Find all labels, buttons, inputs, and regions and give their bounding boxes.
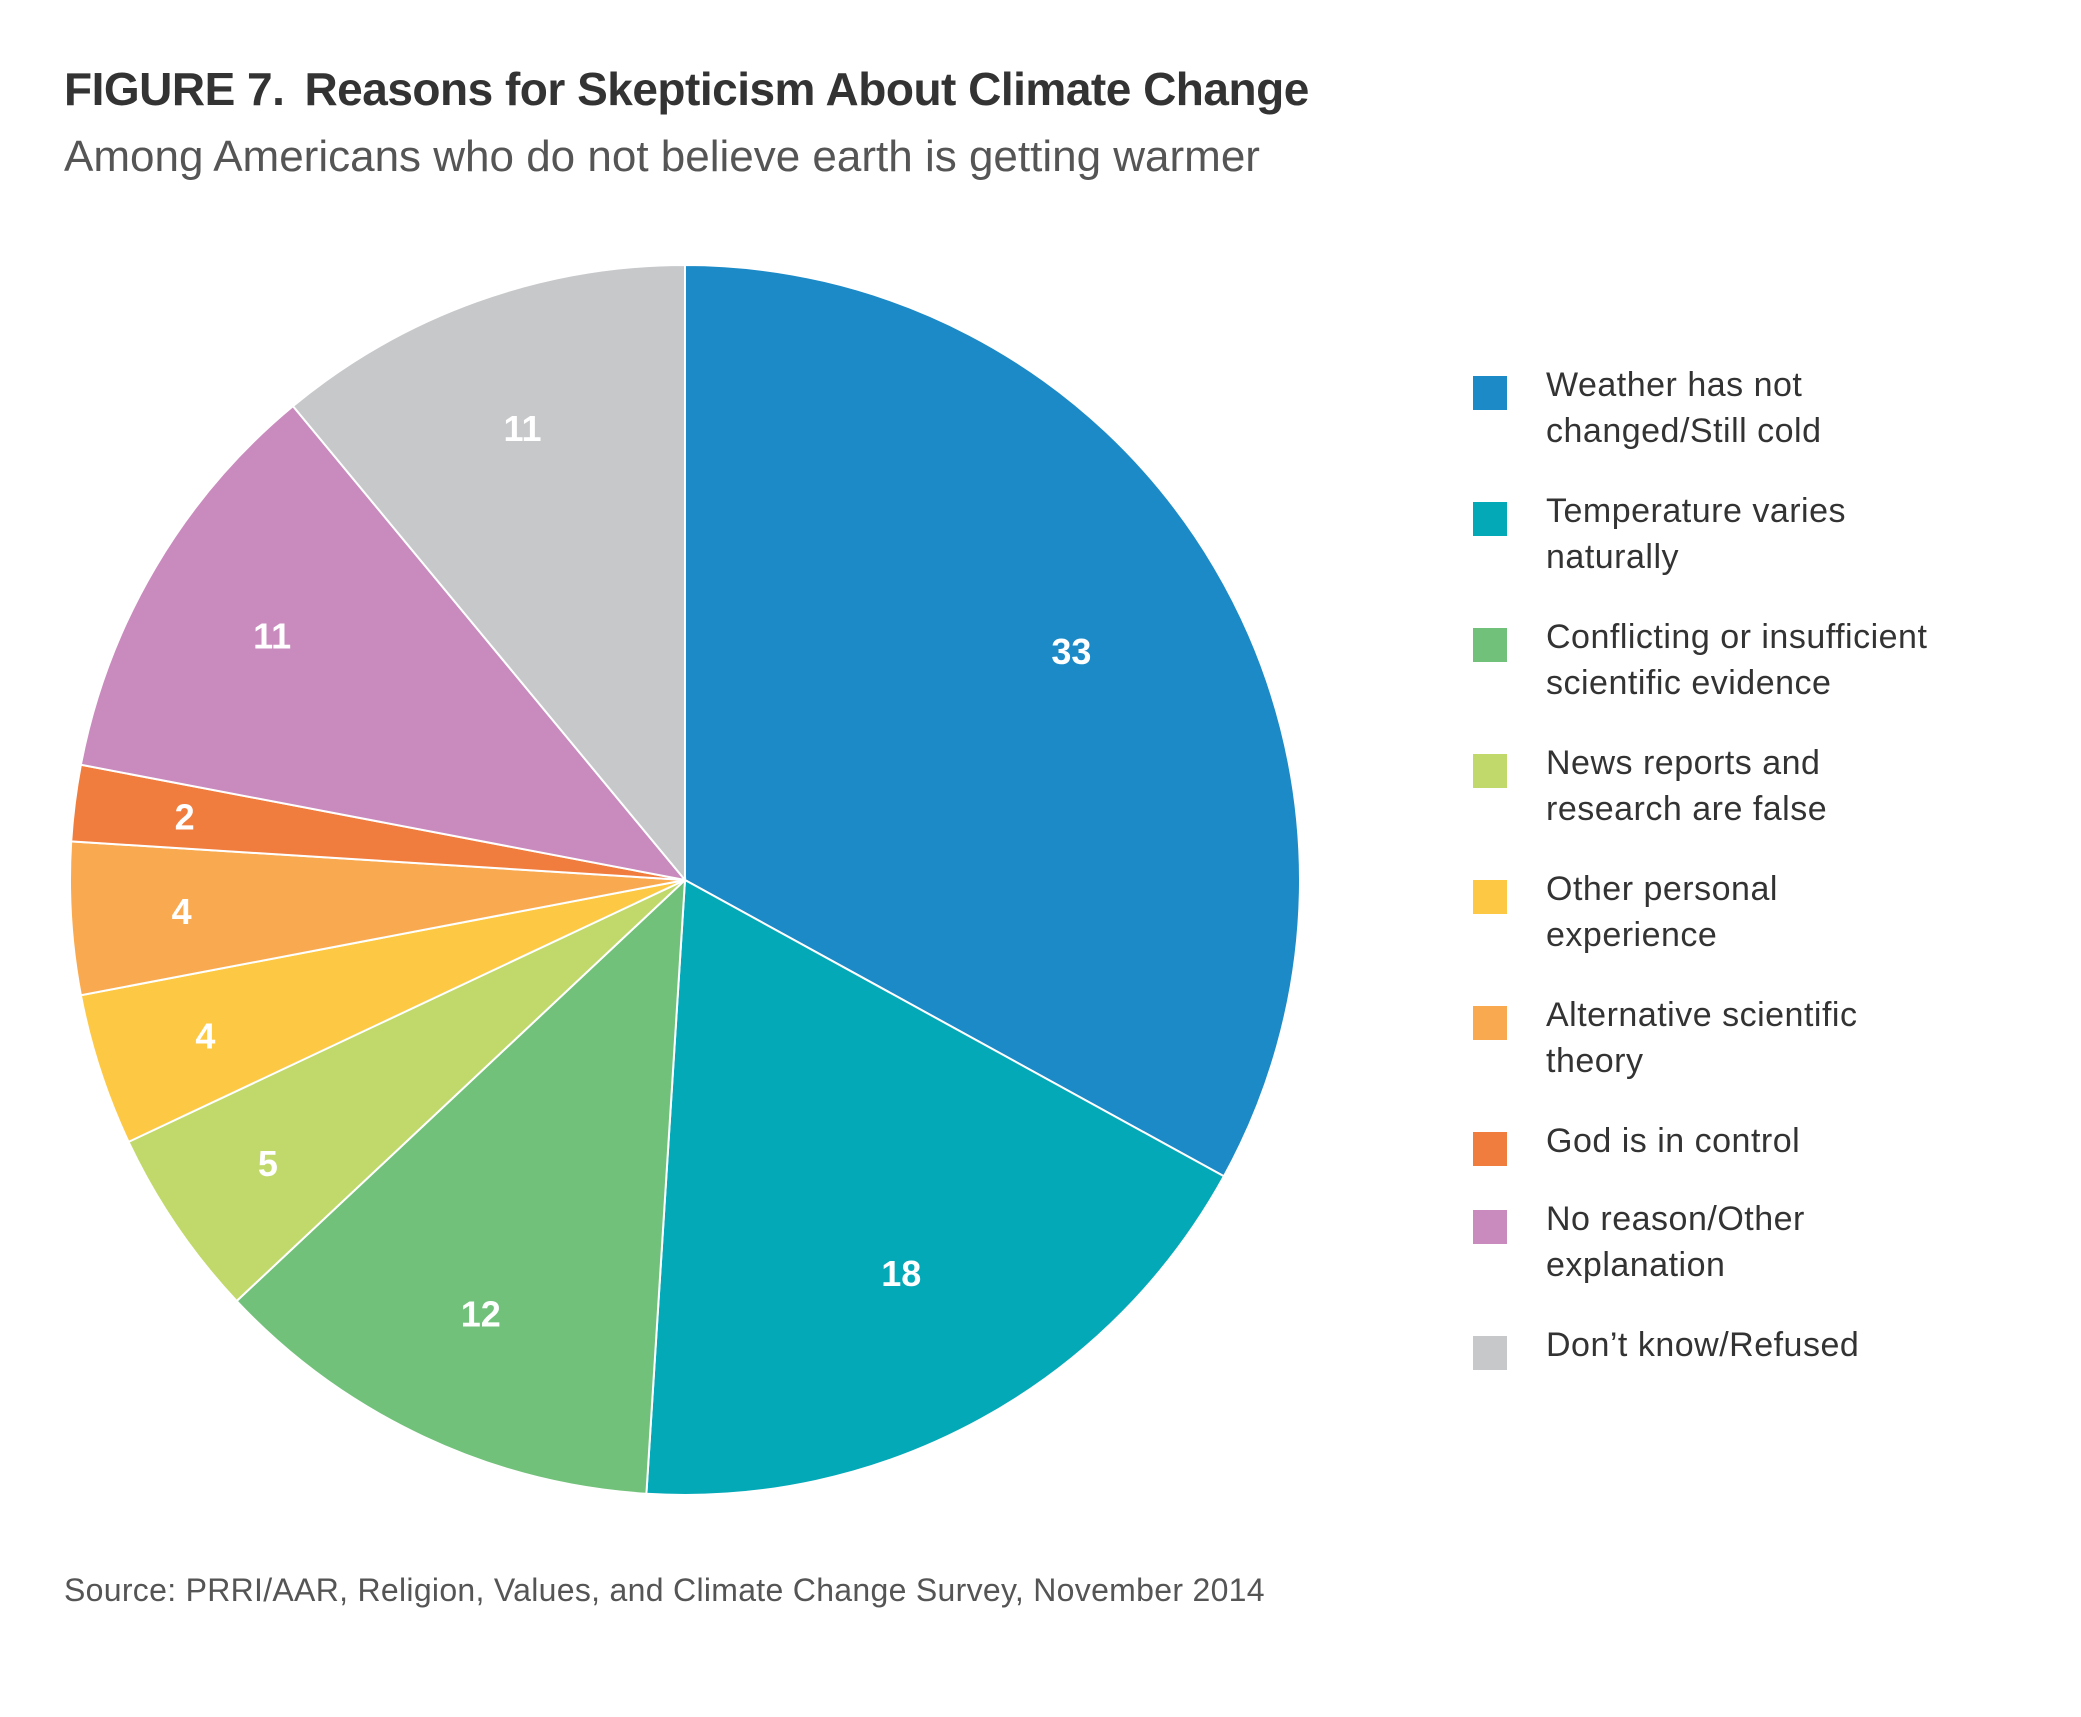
slice-value-label: 12 (461, 1294, 501, 1335)
legend-label-line: changed/Still cold (1546, 412, 1822, 450)
legend-item: Alternative scientific theory (1473, 992, 2053, 1092)
legend-item: News reports and research are false (1473, 740, 2053, 840)
legend-label-line: theory (1546, 1042, 1644, 1080)
pie-labels: 33 18 12 5 4 4 2 11 11 (172, 408, 1092, 1334)
legend-label: God is in control (1546, 1118, 2046, 1164)
legend-label-line: News reports and (1546, 744, 1821, 782)
slice-value-label: 4 (195, 1015, 215, 1056)
slice-value-label: 18 (881, 1253, 921, 1294)
source-note: Source: PRRI/AAR, Religion, Values, and … (64, 1572, 1265, 1608)
legend-label: Temperature varies naturally (1546, 488, 2046, 580)
legend-item: Don’t know/Refused (1473, 1322, 2053, 1422)
legend-label: No reason/Other explanation (1546, 1196, 2046, 1288)
pie-slice (79, 404, 688, 882)
legend-swatch (1473, 1006, 1507, 1040)
pie-slice (235, 877, 687, 1495)
pie-slices (68, 263, 1302, 1496)
legend-label-line: explanation (1546, 1246, 1726, 1284)
legend-swatch (1473, 754, 1507, 788)
legend-label-line: Other personal (1546, 870, 1778, 908)
legend-label-line: Temperature varies (1546, 492, 1847, 530)
legend-label: Don’t know/Refused (1546, 1322, 2046, 1368)
legend-label-line: experience (1546, 916, 1718, 954)
pie-slice (684, 263, 1302, 1178)
legend-label: Other personal experience (1546, 866, 2046, 958)
legend-label: Conflicting or insufficient scientific e… (1546, 614, 2046, 706)
pie-slice (127, 879, 686, 1303)
legend-label-line: Alternative scientific (1546, 996, 1858, 1034)
figure-title: FIGURE 7. Reasons for Skepticism About Cl… (64, 62, 1309, 116)
legend-item: Temperature varies naturally (1473, 488, 2053, 588)
legend-label: Alternative scientific theory (1546, 992, 2046, 1084)
slice-value-label: 33 (1051, 631, 1091, 672)
slice-value-label: 11 (253, 615, 291, 656)
legend-swatch (1473, 1336, 1507, 1370)
legend-label: Weather has not changed/Still cold (1546, 362, 2046, 454)
legend-label-line: naturally (1546, 538, 1680, 576)
legend-label-line: Don’t know/Refused (1546, 1326, 1860, 1364)
figure-title-text: Reasons for Skepticism About Climate Cha… (304, 63, 1309, 115)
legend-item: No reason/Other explanation (1473, 1196, 2053, 1296)
legend-label-line: Weather has not (1546, 366, 1803, 404)
legend-swatch (1473, 1210, 1507, 1244)
legend-swatch (1473, 880, 1507, 914)
legend-swatch (1473, 1132, 1507, 1166)
legend-label-line: God is in control (1546, 1122, 1801, 1160)
legend-swatch (1473, 628, 1507, 662)
legend-swatch (1473, 376, 1507, 410)
pie-slice (645, 878, 1226, 1496)
legend-item: Weather has not changed/Still cold (1473, 362, 2053, 462)
legend-item: Conflicting or insufficient scientific e… (1473, 614, 2053, 714)
figure-subtitle: Among Americans who do not believe earth… (64, 132, 1260, 181)
slice-value-label: 2 (175, 796, 195, 837)
legend-label-line: Conflicting or insufficient (1546, 618, 1928, 656)
legend-label-line: No reason/Other (1546, 1200, 1805, 1238)
legend-label-line: scientific evidence (1546, 664, 1832, 702)
slice-value-label: 11 (503, 408, 541, 449)
legend-item: God is in control (1473, 1118, 2053, 1218)
pie-slice (291, 263, 686, 883)
legend-label-line: research are false (1546, 790, 1828, 828)
slice-value-label: 4 (172, 891, 192, 932)
figure-number: FIGURE 7. (64, 63, 285, 115)
legend-item: Other personal experience (1473, 866, 2053, 966)
legend-swatch (1473, 502, 1507, 536)
legend-label: News reports and research are false (1546, 740, 2046, 832)
slice-value-label: 5 (258, 1143, 278, 1184)
